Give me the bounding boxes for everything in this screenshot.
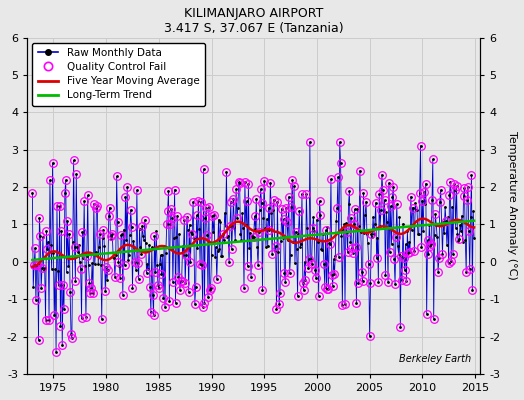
- Text: Berkeley Earth: Berkeley Earth: [399, 354, 471, 364]
- Y-axis label: Temperature Anomaly (°C): Temperature Anomaly (°C): [507, 131, 517, 280]
- Title: KILIMANJARO AIRPORT
3.417 S, 37.067 E (Tanzania): KILIMANJARO AIRPORT 3.417 S, 37.067 E (T…: [164, 7, 343, 35]
- Legend: Raw Monthly Data, Quality Control Fail, Five Year Moving Average, Long-Term Tren: Raw Monthly Data, Quality Control Fail, …: [32, 43, 205, 106]
